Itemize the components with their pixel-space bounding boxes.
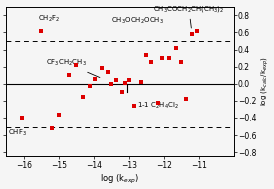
Y-axis label: log (k$_{calc}$/k$_{exp}$): log (k$_{calc}$/k$_{exp}$) <box>259 57 270 106</box>
Point <box>88 85 92 88</box>
Point <box>50 127 54 130</box>
Point <box>139 81 143 84</box>
Point <box>167 57 171 60</box>
Point <box>114 78 119 81</box>
Point <box>149 60 154 63</box>
Point <box>123 81 127 84</box>
Text: CH$_3$COCH$_2$CH(CH$_3$)$_2$: CH$_3$COCH$_2$CH(CH$_3$)$_2$ <box>153 4 225 28</box>
Point <box>81 96 85 99</box>
Text: CF$_3$CH$_2$CH$_3$: CF$_3$CH$_2$CH$_3$ <box>47 58 100 77</box>
Point <box>190 33 194 36</box>
Text: CH$_3$OCH$_2$OCH$_3$: CH$_3$OCH$_2$OCH$_3$ <box>111 15 164 26</box>
Point <box>20 116 24 119</box>
Point <box>179 60 183 63</box>
Point <box>132 105 136 108</box>
Text: CHF$_3$: CHF$_3$ <box>8 128 27 139</box>
Text: 1-1 C$_2$H$_4$Cl$_2$: 1-1 C$_2$H$_4$Cl$_2$ <box>138 101 179 111</box>
Point <box>93 77 98 80</box>
Point <box>184 98 189 101</box>
Point <box>174 46 178 49</box>
Point <box>105 70 110 73</box>
Point <box>127 79 131 82</box>
Point <box>144 53 149 56</box>
Point <box>195 29 199 32</box>
Point <box>160 57 164 60</box>
Point <box>39 29 44 32</box>
Point <box>156 101 161 104</box>
Point <box>100 67 105 70</box>
Text: CH$_2$F$_2$: CH$_2$F$_2$ <box>38 14 60 24</box>
Point <box>74 64 78 67</box>
Point <box>56 113 61 116</box>
Point <box>109 82 113 85</box>
X-axis label: log (k$_{exp}$): log (k$_{exp}$) <box>100 172 139 186</box>
Point <box>67 74 72 77</box>
Point <box>119 91 124 94</box>
